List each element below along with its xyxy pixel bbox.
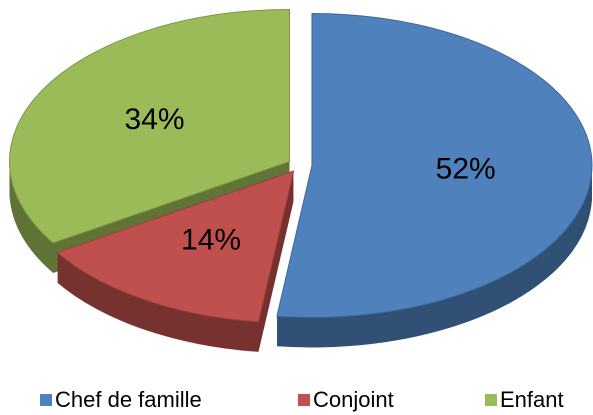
- legend-swatch: [485, 394, 497, 406]
- data-label: 34%: [125, 103, 185, 136]
- slice: [56, 170, 295, 323]
- legend-label: Conjoint: [313, 387, 394, 412]
- data-label: 52%: [436, 153, 496, 186]
- legend-label: Enfant: [500, 387, 564, 412]
- data-label: 14%: [181, 224, 241, 257]
- slice: [276, 12, 593, 318]
- legend-swatch: [40, 394, 52, 406]
- slice: [9, 9, 290, 244]
- legend-label: Chef de famille: [55, 387, 202, 412]
- legend-swatch: [298, 394, 310, 406]
